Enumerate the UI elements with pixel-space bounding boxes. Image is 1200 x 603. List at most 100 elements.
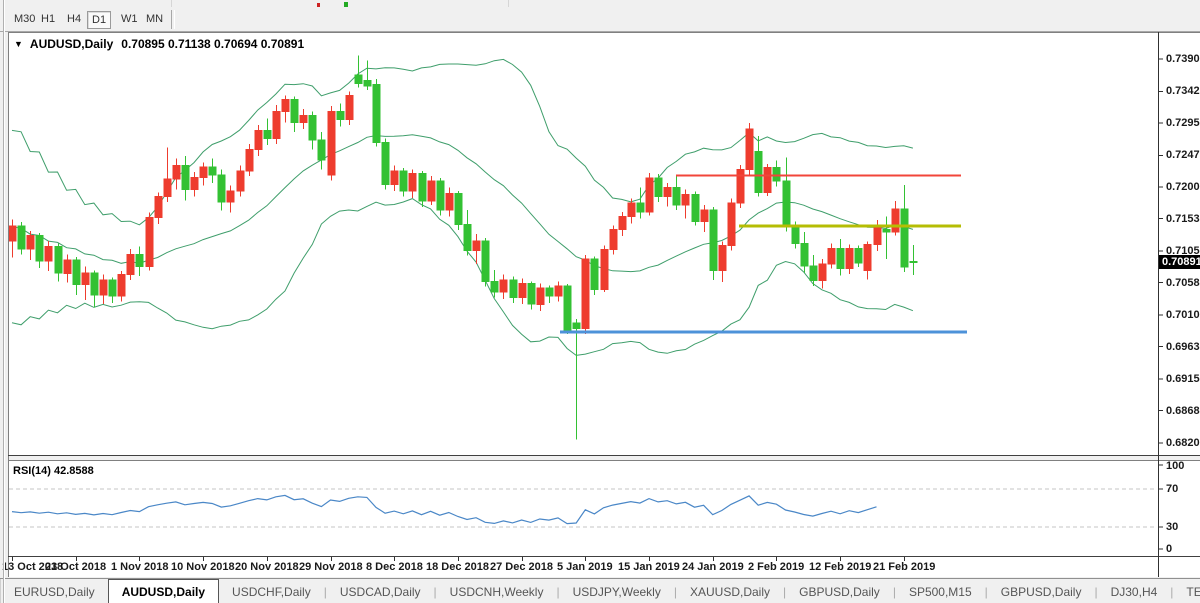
candle-body <box>281 98 290 113</box>
candle-body <box>873 224 882 245</box>
rsi-axis-label: 100 <box>1166 460 1185 472</box>
candle-body <box>399 170 408 192</box>
symbol-tab-gbpusd-9[interactable]: GBPUSD,Daily <box>1000 584 1082 599</box>
chart-symbol-label: AUDUSD,Daily <box>29 37 114 51</box>
toolbar-separator <box>171 10 175 29</box>
timeframe-button-h1[interactable]: H1 <box>41 13 56 25</box>
candle-body <box>527 282 536 305</box>
candle-body <box>272 111 281 139</box>
timeframe-button-w1[interactable]: W1 <box>121 13 138 25</box>
candle-body <box>317 139 326 161</box>
symbol-tab-sp500-8[interactable]: SP500,M15 <box>908 584 972 599</box>
timeframe-toolbar: M30 H1 H4 D1 W1 MN <box>0 8 1200 32</box>
candle-body <box>35 235 44 262</box>
timeframe-button-h4[interactable]: H4 <box>67 13 82 25</box>
candle-body <box>436 180 445 211</box>
candle-body <box>54 245 63 274</box>
candle-body <box>618 216 627 230</box>
candle-body <box>208 166 217 176</box>
symbol-tab-usdchf-2[interactable]: USDCHF,Daily <box>232 584 311 599</box>
candle-body <box>190 177 199 191</box>
rsi-axis-label: 30 <box>1166 521 1179 533</box>
candle-body <box>445 193 454 211</box>
candle-body <box>709 209 718 271</box>
candle-body <box>8 225 17 242</box>
timeframe-button-m30[interactable]: M30 <box>14 13 36 25</box>
symbol-tab-xauusd-6[interactable]: XAUUSD,Daily <box>689 584 770 599</box>
candle-body <box>299 115 308 123</box>
current-price-badge: 0.70891 <box>1159 255 1200 269</box>
candle-body <box>363 80 372 87</box>
candle-body <box>226 190 235 203</box>
candle-body <box>135 253 144 267</box>
candle-body <box>345 94 354 121</box>
chart-dropdown-icon[interactable]: ▼ <box>14 39 23 49</box>
candle-body <box>827 247 836 265</box>
candle-body <box>863 243 872 272</box>
candle-body <box>154 195 163 218</box>
date-axis-label: 29 Nov 2018 <box>299 561 363 573</box>
candle-body <box>563 285 572 332</box>
candle-body <box>600 249 609 290</box>
panel-divider[interactable] <box>8 456 1200 460</box>
candle-body <box>627 202 636 218</box>
candle-body <box>217 174 226 203</box>
candle-body <box>126 253 135 276</box>
candle-body <box>891 208 900 233</box>
bollinger-lower-band <box>11 198 914 356</box>
candle-body <box>81 272 90 286</box>
candle-body <box>590 258 599 290</box>
date-axis-label: 27 Dec 2018 <box>490 561 553 573</box>
candle-body <box>645 177 654 213</box>
tab-bar-stub <box>0 579 1 603</box>
symbol-tab-dj30-10[interactable]: DJ30,H4 <box>1110 584 1158 599</box>
symbol-tab-gbpusd-7[interactable]: GBPUSD,Daily <box>799 584 880 599</box>
symbol-tab-usdcad-3[interactable]: USDCAD,Daily <box>339 584 421 599</box>
candle-body <box>545 287 554 297</box>
candle-body <box>554 285 563 297</box>
candle-body <box>882 228 891 233</box>
candle-body <box>609 228 618 251</box>
tab-separator: | <box>556 584 560 599</box>
candle-body <box>454 193 463 226</box>
candle-body <box>381 142 390 185</box>
date-axis-label: 8 Dec 2018 <box>366 561 423 573</box>
tab-separator: | <box>433 584 437 599</box>
candle-body <box>408 173 417 192</box>
candle-body <box>199 166 208 179</box>
symbol-tab-tech1-11[interactable]: TECH1 <box>1186 584 1200 599</box>
price-axis-label: 0.68200 <box>1166 437 1200 449</box>
candle-body <box>745 128 754 171</box>
candle-body <box>854 247 863 264</box>
symbol-tab-usdcnh-4[interactable]: USDCNH,Weekly <box>449 584 544 599</box>
candle-body <box>572 322 581 330</box>
candle-body <box>354 74 363 84</box>
candle-body <box>327 111 336 176</box>
date-axis-label: 10 Nov 2018 <box>171 561 235 573</box>
symbol-tab-audusd-1[interactable]: AUDUSD,Daily <box>107 579 220 603</box>
symbol-tab-usdjpy-5[interactable]: USDJPY,Weekly <box>572 584 661 599</box>
candle-body <box>772 167 781 182</box>
candle-body <box>418 173 427 202</box>
candle-body <box>782 180 791 228</box>
candle-body <box>481 240 490 282</box>
candle-body <box>308 115 317 141</box>
candle-body <box>99 279 108 296</box>
symbol-tab-eurusd-0[interactable]: EURUSD,Daily <box>14 584 95 599</box>
date-axis-label: 21 Feb 2019 <box>873 561 936 573</box>
timeframe-button-d1[interactable]: D1 <box>87 11 112 29</box>
candle-body <box>791 226 800 245</box>
candle-body <box>809 265 818 282</box>
candle-body <box>818 263 827 282</box>
timeframe-button-mn[interactable]: MN <box>146 13 164 25</box>
candle-body <box>245 148 254 172</box>
candle-body <box>700 209 709 222</box>
